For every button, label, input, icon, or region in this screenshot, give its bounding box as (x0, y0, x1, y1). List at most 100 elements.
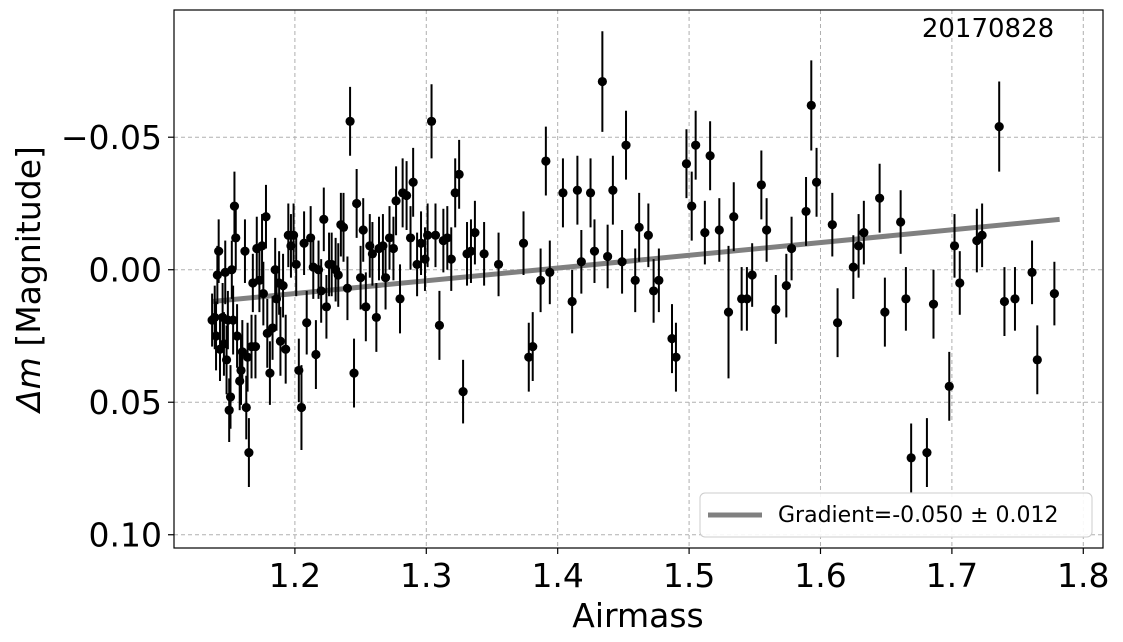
data-point (705, 151, 715, 161)
data-point (265, 368, 275, 378)
data-point (405, 233, 416, 243)
y-tick-label: 0.00 (89, 251, 162, 290)
data-point (446, 254, 456, 264)
y-axis-label-unit: [Magnitude] (9, 146, 48, 357)
data-point (977, 230, 987, 240)
data-point (742, 294, 752, 304)
y-tick-label: 0.10 (89, 516, 162, 555)
legend: Gradient=-0.050 ± 0.012 (699, 492, 1093, 538)
data-point (232, 331, 242, 341)
data-points (207, 31, 1059, 493)
data-point (806, 100, 816, 111)
x-axis-label: Airmass (572, 596, 703, 635)
data-point (528, 341, 538, 352)
data-point (365, 241, 375, 251)
data-point (294, 365, 304, 376)
x-tick-label: 1.2 (269, 556, 321, 595)
data-point (536, 275, 546, 285)
data-point (281, 344, 291, 354)
data-point (210, 312, 220, 323)
data-point (244, 447, 254, 458)
data-point (848, 262, 858, 272)
data-point (242, 352, 253, 362)
data-point (286, 241, 296, 251)
data-point (228, 315, 238, 325)
data-point (747, 270, 757, 280)
data-point (949, 241, 960, 251)
data-point (355, 273, 366, 283)
x-axis-ticks: 1.2 1.3 1.4 1.5 1.6 1.7 1.8 (269, 548, 1110, 595)
y-axis-label: Δm [Magnitude] (9, 146, 48, 415)
data-point (358, 225, 368, 235)
data-point (955, 278, 965, 288)
data-point (994, 122, 1004, 132)
data-point (338, 222, 349, 232)
data-point (1049, 288, 1059, 299)
data-point (654, 275, 664, 285)
data-point (367, 249, 378, 259)
data-point (567, 296, 577, 307)
data-point (454, 169, 464, 179)
data-point (275, 336, 286, 346)
data-point (416, 238, 426, 248)
data-point (299, 238, 309, 248)
data-point (597, 76, 607, 87)
y-axis-ticks: −0.05 0.00 0.05 0.10 (61, 118, 174, 555)
data-point (412, 259, 422, 270)
x-tick-label: 1.3 (400, 556, 452, 595)
data-point (342, 283, 353, 293)
data-point (401, 190, 412, 201)
data-point (271, 294, 282, 304)
data-point (380, 273, 391, 283)
data-point (832, 318, 843, 328)
plot-frame (173, 9, 1104, 549)
data-point (608, 185, 618, 195)
data-point (896, 217, 906, 227)
data-point (729, 212, 739, 222)
data-point (781, 281, 791, 291)
data-point (667, 334, 677, 344)
data-point (811, 177, 822, 187)
data-point (229, 201, 240, 211)
data-point (388, 243, 399, 254)
x-tick-label: 1.6 (794, 556, 846, 595)
data-point (434, 320, 445, 330)
data-point (361, 302, 371, 312)
data-point (585, 188, 596, 198)
data-point (442, 233, 452, 243)
data-point (378, 241, 388, 251)
data-point (458, 387, 468, 397)
data-point (211, 331, 221, 341)
data-point (723, 307, 734, 317)
data-point (450, 188, 460, 198)
data-point (267, 323, 278, 333)
data-point (214, 246, 224, 256)
data-point (391, 196, 401, 206)
data-point (231, 233, 241, 243)
data-point (261, 212, 271, 222)
data-point (541, 156, 551, 166)
data-point (227, 265, 237, 275)
data-point (423, 230, 433, 240)
data-point (589, 246, 600, 256)
data-point (479, 249, 489, 259)
y-tick-label: 0.05 (89, 383, 162, 422)
x-tick-label: 1.5 (663, 556, 715, 595)
data-point (928, 299, 939, 309)
data-point (430, 230, 441, 240)
legend-label: Gradient=-0.050 ± 0.012 (778, 503, 1059, 528)
data-point (875, 193, 885, 203)
date-annotation: 20170828 (922, 14, 1054, 44)
data-point (250, 341, 261, 352)
data-point (681, 159, 692, 169)
data-point (801, 206, 811, 217)
data-point (691, 140, 701, 150)
x-tick-label: 1.7 (926, 556, 978, 595)
data-point (278, 281, 288, 291)
data-point (270, 265, 280, 275)
data-point (643, 230, 653, 240)
data-point (687, 201, 697, 211)
data-point (212, 270, 222, 280)
data-point (313, 265, 324, 275)
data-point (493, 259, 504, 270)
